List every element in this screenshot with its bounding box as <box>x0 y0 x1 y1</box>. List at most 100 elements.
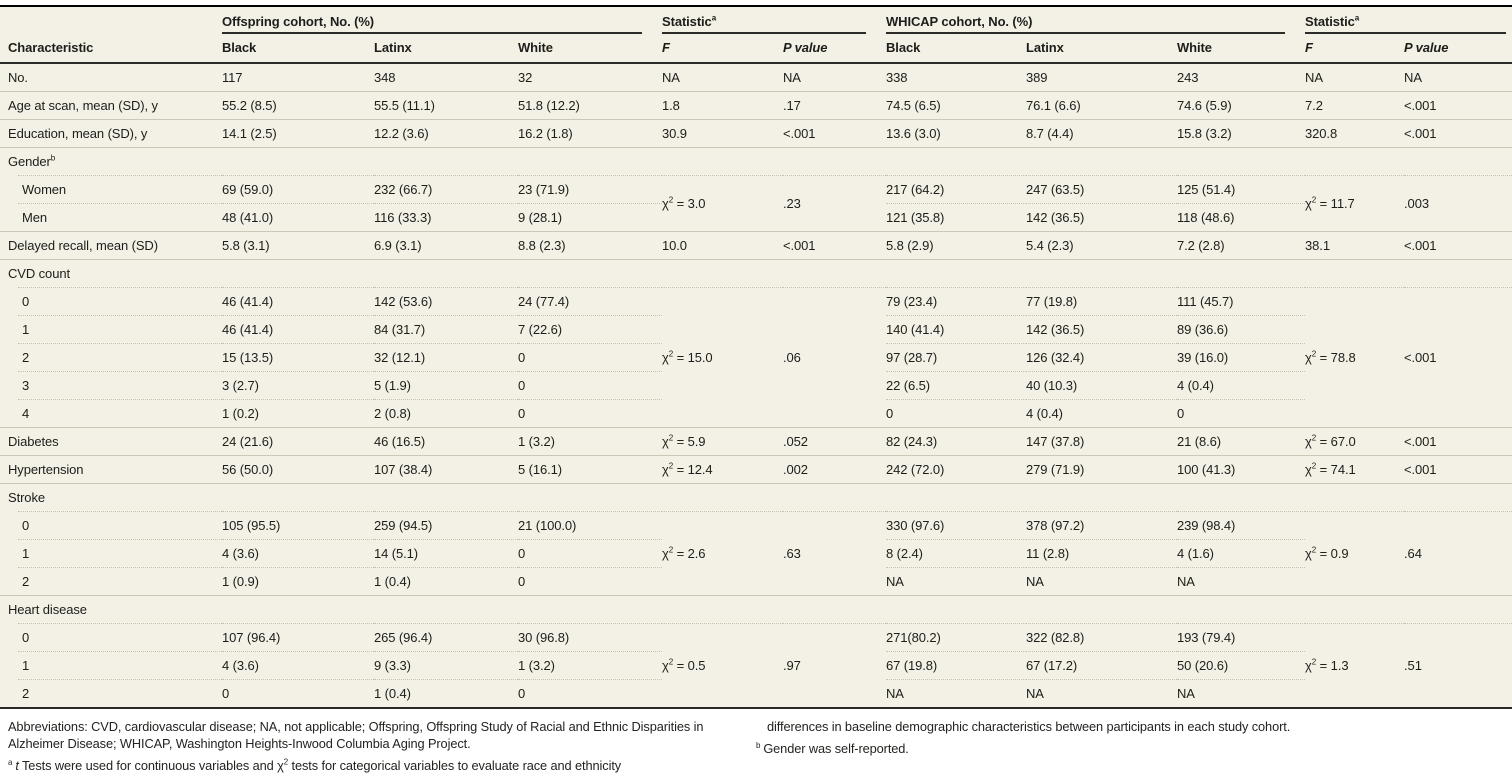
cell: <.001 <box>783 119 887 148</box>
cell: .51 <box>1404 623 1512 708</box>
cell: 7.2 <box>1305 91 1405 120</box>
cell: 16.2 (1.8) <box>518 119 663 148</box>
cell: 1 (3.2) <box>518 651 663 680</box>
col-header-white-offspring: White <box>518 34 663 64</box>
cell: 7 (22.6) <box>518 315 663 344</box>
row-label: Heart disease <box>0 595 222 624</box>
footnotes: Abbreviations: CVD, cardiovascular disea… <box>0 709 1512 779</box>
cell: 3 (2.7) <box>222 371 374 400</box>
cell: 100 (41.3) <box>1177 455 1306 484</box>
cell: 30 (96.8) <box>518 623 663 652</box>
footnote-ref-a: a <box>711 13 717 23</box>
cell: .052 <box>783 427 887 456</box>
footnotes-left-column: Abbreviations: CVD, cardiovascular disea… <box>8 718 732 779</box>
cell: 8.8 (2.3) <box>518 231 663 260</box>
cell: 193 (79.4) <box>1177 623 1306 652</box>
row-label: Hypertension <box>0 455 222 484</box>
table-row: Delayed recall, mean (SD) 5.8 (3.1) 6.9 (3… <box>0 231 1512 260</box>
cell: 338 <box>886 70 908 85</box>
table-header: Characteristic Offspring cohort, No. (%)… <box>0 6 1512 64</box>
cell: 82 (24.3) <box>886 427 1027 456</box>
row-label: 3 <box>0 370 222 400</box>
characteristics-table: Characteristic Offspring cohort, No. (%)… <box>0 5 1512 709</box>
cell: 55.5 (11.1) <box>374 91 518 120</box>
cell: .003 <box>1404 175 1512 232</box>
row-label: 4 <box>0 398 222 428</box>
cell: 140 (41.4) <box>886 315 1027 344</box>
cell: 279 (71.9) <box>1026 455 1178 484</box>
group-header-row: Characteristic Offspring cohort, No. (%)… <box>0 6 1512 64</box>
cell: 0 <box>518 371 663 400</box>
cell: 97 (28.7) <box>886 343 1027 372</box>
row-label: Delayed recall, mean (SD) <box>0 231 222 260</box>
col-header-latinx-offspring: Latinx <box>374 34 518 64</box>
cell: 5 (1.9) <box>374 371 518 400</box>
col-header-f-offspring: F <box>662 34 784 64</box>
chi-square-cell: χ2 = 11.7 <box>1305 175 1405 232</box>
table-row: Hypertension 56 (50.0) 107 (38.4) 5 (16.1) χ… <box>0 455 1512 484</box>
footnote-b-marker: b <box>756 740 761 750</box>
cell: 0 <box>886 399 1027 428</box>
col-header-white-whicap: White <box>1177 34 1306 64</box>
row-label: Education, mean (SD), y <box>0 119 222 148</box>
cell: 126 (32.4) <box>1026 343 1178 372</box>
table-row: Heart disease <box>0 595 1512 624</box>
col-header-latinx-whicap: Latinx <box>1026 34 1178 64</box>
cell: .97 <box>783 623 887 708</box>
cell: 69 (59.0) <box>222 175 374 204</box>
cell: 5 (16.1) <box>518 455 663 484</box>
table-body: No. 117 348 32 NA NA 338 389 243 NA NA Age at scan,… <box>0 63 1512 708</box>
cell: 116 (33.3) <box>374 203 518 232</box>
cell: 147 (37.8) <box>1026 427 1178 456</box>
cell: 5.8 (2.9) <box>886 231 1027 260</box>
row-label: Diabetes <box>0 427 222 456</box>
chi-square-cell: χ2 = 1.3 <box>1305 623 1405 708</box>
cell: 55.2 (8.5) <box>222 91 374 120</box>
cell: 265 (96.4) <box>374 623 518 652</box>
cell: 107 (38.4) <box>374 455 518 484</box>
abbreviations-footnote: Abbreviations: CVD, cardiovascular disea… <box>8 719 704 751</box>
cell: 67 (19.8) <box>886 651 1027 680</box>
cell: NA <box>1177 567 1306 596</box>
cell: 40 (10.3) <box>1026 371 1178 400</box>
cell: 4 (0.4) <box>1177 371 1306 400</box>
cell: 46 (16.5) <box>374 427 518 456</box>
chi-square-cell: χ2 = 74.1 <box>1305 455 1405 484</box>
cell: 12.2 (3.6) <box>374 119 518 148</box>
cell: 51.8 (12.2) <box>518 91 663 120</box>
cell: 67 (17.2) <box>1026 651 1178 680</box>
cell: .64 <box>1404 511 1512 596</box>
row-label: Men <box>0 202 222 232</box>
chi-square-cell: χ2 = 3.0 <box>662 175 784 232</box>
cell: 330 (97.6) <box>886 511 1027 540</box>
cell: 142 (53.6) <box>374 287 518 316</box>
cell: 14 (5.1) <box>374 539 518 568</box>
chi-square-cell: χ2 = 12.4 <box>662 455 784 484</box>
col-header-black-whicap: Black <box>886 34 1027 64</box>
cell: <.001 <box>1404 91 1512 120</box>
cell: .63 <box>783 511 887 596</box>
footnotes-right-column: differences in baseline demographic char… <box>756 718 1504 779</box>
cell: 1 (0.9) <box>222 567 374 596</box>
table-row: Men 48 (41.0) 116 (33.3) 9 (28.1) 121 (35.8)… <box>0 202 1512 232</box>
cell: 107 (96.4) <box>222 623 374 652</box>
cell: 10.0 <box>662 231 784 260</box>
cell: 232 (66.7) <box>374 175 518 204</box>
cell: 79 (23.4) <box>886 287 1027 316</box>
table-row: 0 46 (41.4) 142 (53.6) 24 (77.4) χ2 = 15.0.0… <box>0 286 1512 428</box>
cell: NA <box>1026 567 1178 596</box>
cell: NA <box>1404 70 1422 85</box>
cell: 1 (3.2) <box>518 427 663 456</box>
col-header-pvalue-offspring: P value <box>783 34 887 64</box>
col-header-f-whicap: F <box>1305 34 1405 64</box>
cell: 32 <box>518 70 533 85</box>
cell: 32 (12.1) <box>374 343 518 372</box>
cell: 74.5 (6.5) <box>886 91 1027 120</box>
cell: 4 (3.6) <box>222 651 374 680</box>
table-row: 0 105 (95.5) 259 (94.5) 21 (100.0) χ2 = 2.6.… <box>0 510 1512 596</box>
chi-square-cell: χ2 = 78.8 <box>1305 287 1405 428</box>
cell: 8.7 (4.4) <box>1026 119 1178 148</box>
cell: 15.8 (3.2) <box>1177 119 1306 148</box>
cell: 39 (16.0) <box>1177 343 1306 372</box>
cell: 5.8 (3.1) <box>222 231 374 260</box>
